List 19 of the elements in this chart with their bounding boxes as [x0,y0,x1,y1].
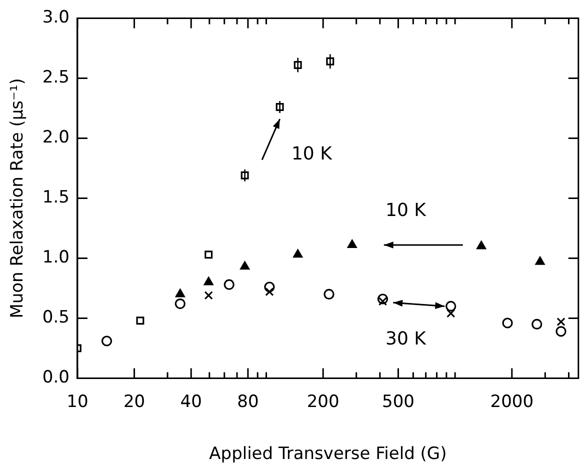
x-tick-label: 200 [306,392,340,412]
x-tick-label: 2000 [490,392,534,412]
y-tick-label: 3.0 [42,8,70,28]
x-tick-label: 80 [237,392,259,412]
y-tick-label: 2.0 [42,128,70,148]
y-tick-label: 2.5 [42,68,70,88]
y-axis-title: Muon Relaxation Rate (μs⁻¹) [8,78,28,318]
x-tick-label: 10 [66,392,88,412]
annotation: 30 K [386,328,428,350]
annotation: 10 K [386,200,428,222]
y-tick-label: 1.0 [42,248,70,268]
y-tick-label: 0.5 [42,308,70,328]
annotation: 10 K [291,144,334,165]
y-tick-label: 1.5 [42,188,70,208]
y-tick-label: 0.0 [42,368,70,388]
x-tick-label: 40 [180,392,202,412]
x-tick-label: 500 [382,392,414,412]
x-tick-label: 20 [123,392,146,412]
x-axis-title: Applied Transverse Field (G) [209,444,447,464]
